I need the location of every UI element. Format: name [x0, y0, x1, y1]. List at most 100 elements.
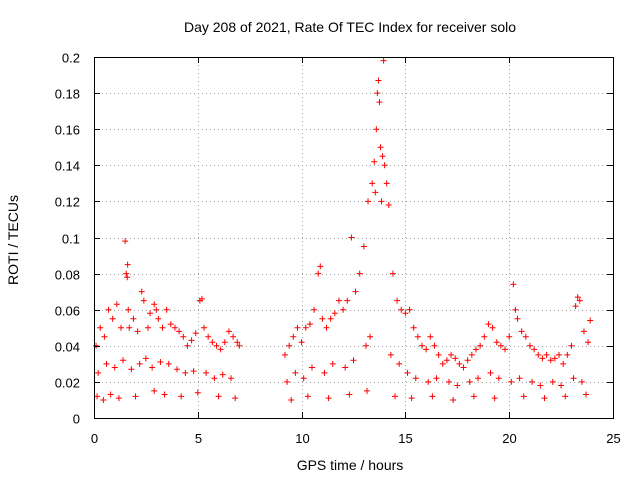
data-point — [529, 378, 536, 385]
data-point — [402, 310, 409, 317]
data-point — [396, 360, 403, 367]
data-point — [219, 371, 226, 378]
data-point — [445, 378, 452, 385]
data-point — [315, 270, 322, 277]
y-tick-label: 0.06 — [55, 304, 80, 319]
data-point — [234, 339, 241, 346]
data-point — [578, 378, 585, 385]
y-tick-label: 0.12 — [55, 195, 80, 210]
x-tick-label: 15 — [398, 431, 412, 446]
data-point — [157, 359, 164, 366]
data-point — [376, 99, 383, 106]
data-point — [381, 162, 388, 169]
data-point — [284, 378, 291, 385]
data-point — [412, 375, 419, 382]
data-point — [113, 301, 120, 308]
data-point — [502, 346, 509, 353]
data-point — [448, 351, 455, 358]
data-point — [217, 346, 224, 353]
data-point — [103, 360, 110, 367]
data-points — [93, 57, 594, 403]
data-point — [209, 339, 216, 346]
data-point — [340, 306, 347, 313]
data-point — [134, 328, 141, 335]
data-point — [190, 368, 197, 375]
data-point — [115, 395, 122, 402]
data-point — [124, 274, 131, 281]
data-point — [163, 306, 170, 313]
data-point — [161, 391, 168, 398]
data-point — [518, 328, 525, 335]
data-point — [470, 393, 477, 400]
data-point — [344, 297, 351, 304]
data-point — [580, 328, 587, 335]
y-tick-label: 0.02 — [55, 376, 80, 391]
data-point — [155, 315, 162, 322]
data-point — [290, 333, 297, 340]
data-point — [508, 378, 515, 385]
data-point — [443, 357, 450, 364]
data-point — [300, 375, 307, 382]
data-point — [363, 387, 370, 394]
data-point — [514, 315, 521, 322]
data-point — [556, 351, 563, 358]
data-point — [215, 393, 222, 400]
x-tick-label: 5 — [195, 431, 202, 446]
data-point — [394, 297, 401, 304]
data-point — [120, 357, 127, 364]
data-point — [410, 324, 417, 331]
data-point — [380, 57, 387, 64]
data-point — [570, 375, 577, 382]
data-point — [489, 324, 496, 331]
data-point — [94, 393, 101, 400]
data-point — [165, 360, 172, 367]
data-point — [362, 342, 369, 349]
data-point — [487, 369, 494, 376]
data-point — [126, 324, 133, 331]
data-point — [138, 288, 145, 295]
data-point — [117, 324, 124, 331]
data-point — [475, 375, 482, 382]
data-point — [342, 364, 349, 371]
data-point — [192, 330, 199, 337]
data-point — [468, 351, 475, 358]
data-point — [497, 342, 504, 349]
data-point — [288, 396, 295, 403]
x-tick-label: 0 — [91, 431, 98, 446]
data-point — [377, 144, 384, 151]
data-point — [414, 333, 421, 340]
data-point — [97, 324, 104, 331]
data-point — [198, 295, 205, 302]
data-point — [331, 310, 338, 317]
data-point — [174, 366, 181, 373]
data-point — [93, 342, 100, 349]
data-point — [105, 306, 112, 313]
data-point — [572, 303, 579, 310]
data-point — [101, 333, 108, 340]
data-point — [304, 393, 311, 400]
data-point — [211, 375, 218, 382]
data-point — [516, 375, 523, 382]
data-point — [383, 180, 390, 187]
data-point — [452, 355, 459, 362]
data-point — [541, 395, 548, 402]
data-point — [423, 346, 430, 353]
x-axis-label: GPS time / hours — [297, 457, 404, 473]
data-point — [124, 261, 131, 268]
y-tick-label: 0.14 — [55, 159, 80, 174]
grid-lines — [94, 57, 613, 418]
y-tick-label: 0.04 — [55, 340, 80, 355]
data-point — [325, 395, 332, 402]
data-point — [136, 360, 143, 367]
data-point — [350, 357, 357, 364]
data-point — [95, 369, 102, 376]
data-point — [568, 342, 575, 349]
y-tick-label: 0.18 — [55, 87, 80, 102]
data-point — [142, 355, 149, 362]
data-point — [327, 315, 334, 322]
data-point — [398, 306, 405, 313]
data-point — [123, 270, 130, 277]
y-tick-label: 0.2 — [62, 51, 80, 66]
data-point — [585, 339, 592, 346]
data-point — [537, 382, 544, 389]
